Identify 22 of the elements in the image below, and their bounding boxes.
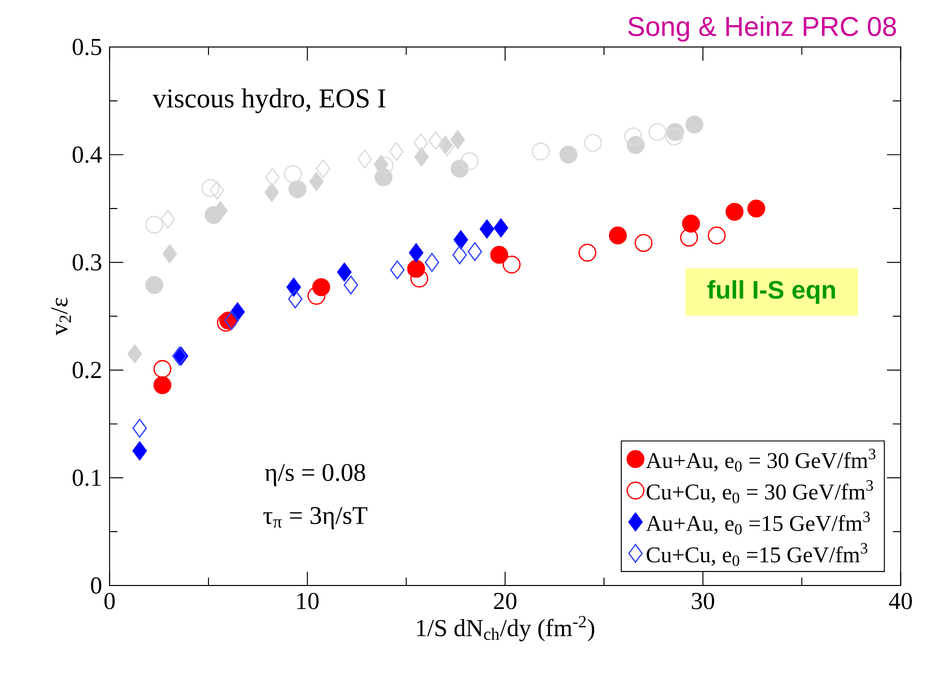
annotation: τ$_{π}$ = 3η/sT (263, 507, 368, 530)
y-axis-title: v$_{2}$/ε (51, 298, 71, 336)
y-tick-label: 0.4 (72, 146, 102, 164)
annotation: full I-S eqn (707, 280, 835, 304)
annotation: η/s = 0.08 (264, 464, 366, 486)
text: Song & Heinz PRC 08 (628, 16, 896, 42)
legend-label: Cu+Cu, e$_{0}$ = 30 GeV/fm$^{3}$ (646, 480, 873, 504)
legend-label: Au+Au, e$_{0}$ = 30 GeV/fm$^{3}$ (646, 449, 876, 472)
x-tick-label: 20 (494, 593, 516, 610)
y-tick-label: 0 (90, 577, 102, 594)
y-tick-label: 0.1 (72, 470, 101, 486)
y-tick-label: 0.3 (72, 254, 102, 271)
legend-label: Cu+Cu, e$_{0}$ =15 GeV/fm$^{3}$ (646, 543, 868, 566)
annotation: viscous hydro, EOS I (152, 88, 386, 114)
x-tick-label: 40 (888, 593, 912, 610)
x-axis-title: 1/S dN$_{ch}$/dy (fm$^{-2}$) (417, 616, 594, 642)
x-tick-label: 0 (104, 593, 115, 610)
y-tick-label: 0.5 (72, 38, 102, 56)
legend-label: Au+Au, e$_{0}$ =15 GeV/fm$^{3}$ (646, 512, 870, 535)
x-tick-label: 30 (692, 593, 714, 610)
y-tick-label: 0.2 (72, 362, 101, 379)
x-tick-label: 10 (297, 593, 319, 610)
